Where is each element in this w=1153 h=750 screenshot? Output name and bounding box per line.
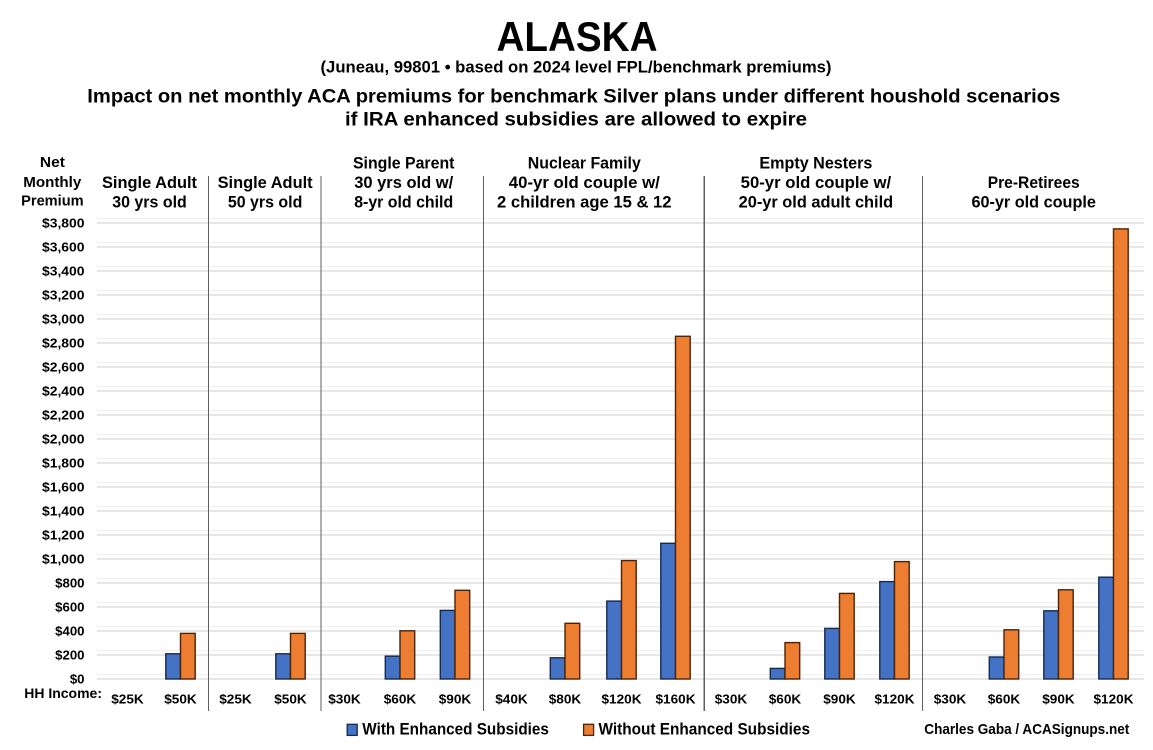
svg-text:Without Enhanced Subsidies: Without Enhanced Subsidies: [599, 719, 811, 738]
svg-text:$1,200: $1,200: [42, 528, 85, 543]
svg-text:$60K: $60K: [769, 691, 802, 706]
svg-text:$30K: $30K: [715, 691, 748, 706]
svg-text:$2,000: $2,000: [42, 432, 85, 447]
svg-text:With Enhanced Subsidies: With Enhanced Subsidies: [362, 719, 549, 738]
svg-text:$3,200: $3,200: [42, 288, 85, 303]
svg-text:$800: $800: [55, 576, 84, 591]
svg-text:$90K: $90K: [439, 691, 472, 706]
svg-text:$120K: $120K: [875, 691, 916, 706]
svg-text:$120K: $120K: [602, 691, 643, 706]
svg-text:$1,400: $1,400: [42, 504, 85, 519]
svg-text:HH Income:: HH Income:: [24, 685, 102, 701]
svg-text:50 yrs old: 50 yrs old: [228, 193, 303, 212]
svg-text:$25K: $25K: [219, 691, 252, 706]
svg-text:$3,600: $3,600: [42, 240, 85, 255]
svg-text:$3,000: $3,000: [42, 312, 85, 327]
svg-text:$50K: $50K: [164, 691, 197, 706]
svg-text:$1,800: $1,800: [42, 456, 85, 471]
svg-text:30 yrs old: 30 yrs old: [112, 193, 187, 212]
svg-text:Empty Nesters: Empty Nesters: [759, 154, 872, 173]
svg-text:$3,800: $3,800: [42, 216, 85, 231]
svg-text:Net: Net: [40, 155, 65, 171]
svg-text:(Juneau, 99801 • based on 2024: (Juneau, 99801 • based on 2024 level FPL…: [321, 58, 832, 76]
svg-text:40-yr old couple w/: 40-yr old couple w/: [509, 173, 660, 192]
svg-text:Pre-Retirees: Pre-Retirees: [988, 173, 1080, 192]
svg-text:50-yr old couple w/: 50-yr old couple w/: [741, 173, 892, 192]
svg-text:$2,400: $2,400: [42, 384, 85, 399]
svg-text:$40K: $40K: [495, 691, 528, 706]
svg-text:$200: $200: [55, 648, 84, 663]
svg-text:$60K: $60K: [384, 691, 417, 706]
svg-text:if IRA enhanced subsidies are: if IRA enhanced subsidies are allowed to…: [345, 109, 807, 130]
svg-text:$30K: $30K: [328, 691, 361, 706]
svg-text:$120K: $120K: [1094, 691, 1135, 706]
svg-text:Charles Gaba / ACASignups.net: Charles Gaba / ACASignups.net: [924, 721, 1129, 738]
svg-text:Single Parent: Single Parent: [353, 154, 455, 173]
svg-text:$400: $400: [55, 624, 84, 639]
svg-text:$600: $600: [55, 600, 84, 615]
svg-text:30 yrs old w/: 30 yrs old w/: [354, 173, 453, 192]
svg-text:$2,800: $2,800: [42, 336, 85, 351]
svg-text:2 children age 15 & 12: 2 children age 15 & 12: [497, 193, 672, 212]
svg-text:20-yr old adult child: 20-yr old adult child: [739, 193, 894, 212]
svg-text:$30K: $30K: [934, 691, 967, 706]
svg-text:$2,200: $2,200: [42, 408, 85, 423]
svg-text:$1,000: $1,000: [42, 552, 85, 567]
svg-text:$90K: $90K: [823, 691, 856, 706]
svg-text:$25K: $25K: [111, 691, 144, 706]
svg-text:Single Adult: Single Adult: [218, 173, 313, 192]
svg-text:$80K: $80K: [549, 691, 582, 706]
svg-text:$2,600: $2,600: [42, 360, 85, 375]
svg-text:$0: $0: [70, 672, 85, 687]
svg-text:Impact on net monthly ACA prem: Impact on net monthly ACA premiums for b…: [87, 86, 1060, 107]
svg-text:$3,400: $3,400: [42, 264, 85, 279]
svg-text:$1,600: $1,600: [42, 480, 85, 495]
svg-text:$50K: $50K: [274, 691, 307, 706]
svg-text:Nuclear Family: Nuclear Family: [528, 154, 641, 173]
svg-text:Premium: Premium: [21, 194, 84, 210]
svg-text:Monthly: Monthly: [23, 175, 81, 191]
svg-text:Single Adult: Single Adult: [102, 173, 197, 192]
svg-text:60-yr old couple: 60-yr old couple: [971, 193, 1096, 212]
svg-text:$60K: $60K: [988, 691, 1021, 706]
svg-text:$90K: $90K: [1042, 691, 1075, 706]
svg-text:$160K: $160K: [656, 691, 697, 706]
svg-text:8-yr old child: 8-yr old child: [354, 193, 453, 212]
svg-text:ALASKA: ALASKA: [497, 13, 658, 60]
